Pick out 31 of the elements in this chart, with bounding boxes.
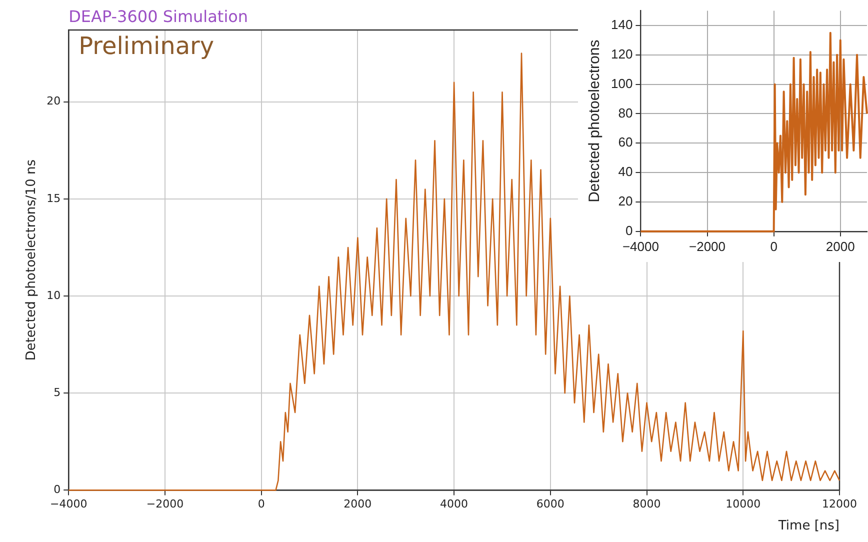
y-tick-label: 40: [618, 164, 633, 180]
y-tick-label: 60: [618, 134, 633, 150]
x-tick-label: 10000: [726, 498, 761, 511]
x-tick-label: 2000: [344, 498, 372, 511]
x-tick-label: 0: [770, 238, 778, 254]
y-axis-title: Detected photoelectrons: [586, 40, 604, 202]
y-tick-label: 0: [625, 222, 633, 238]
x-tick-label: −2000: [688, 238, 726, 254]
y-tick-label: 120: [610, 46, 633, 62]
x-tick-label: 2000: [826, 238, 855, 254]
y-tick-label: 80: [618, 105, 633, 120]
x-tick-label: 4000: [440, 498, 468, 511]
y-tick-label: 140: [610, 17, 633, 32]
x-axis-title: Time [ns]: [777, 518, 840, 534]
y-tick-label: 10: [46, 288, 61, 302]
chart-title: DEAP-3600 Simulation: [68, 7, 248, 26]
x-tick-label: −2000: [146, 498, 184, 511]
y-tick-label: 15: [46, 192, 61, 205]
x-tick-label: 12000: [822, 498, 858, 511]
y-tick-label: 100: [610, 76, 633, 91]
y-tick-label: 5: [54, 386, 61, 399]
y-tick-label: 20: [618, 194, 633, 209]
x-tick-label: 8000: [632, 498, 661, 511]
y-tick-label: 0: [54, 483, 61, 496]
x-tick-label: −4000: [50, 498, 88, 511]
x-tick-label: 0: [258, 498, 265, 511]
x-tick-label: 6000: [536, 498, 564, 511]
x-tick-label: −4000: [622, 238, 659, 254]
y-tick-label: 20: [46, 94, 61, 108]
annotation: Preliminary: [78, 32, 214, 60]
y-axis-title: Detected photoelectrons/10 ns: [24, 159, 40, 361]
